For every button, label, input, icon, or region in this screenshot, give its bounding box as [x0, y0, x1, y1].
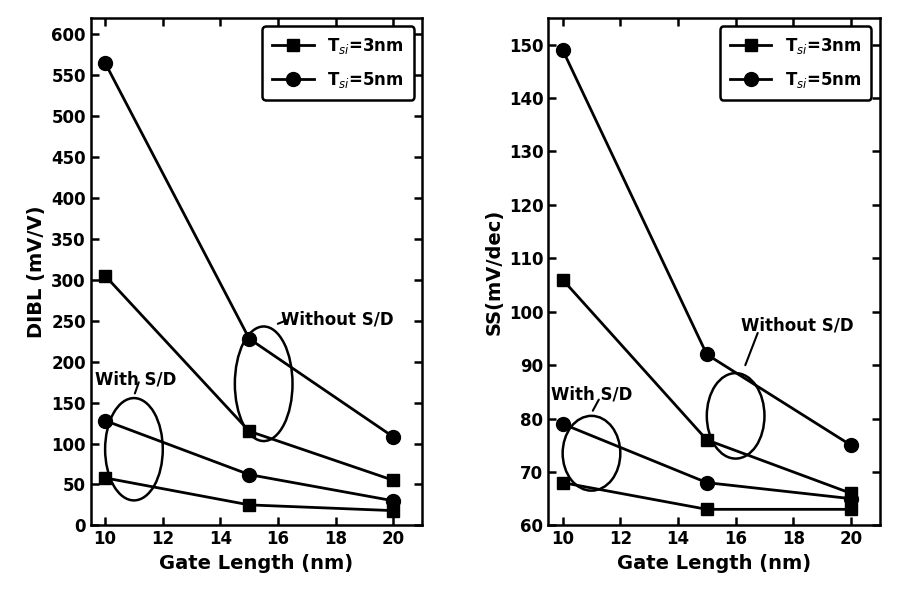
Y-axis label: SS(mV/dec): SS(mV/dec) — [484, 208, 503, 335]
X-axis label: Gate Length (nm): Gate Length (nm) — [160, 554, 354, 573]
Text: Without S/D: Without S/D — [741, 316, 854, 334]
Text: With S/D: With S/D — [551, 386, 632, 404]
Legend: T$_{si}$=3nm, T$_{si}$=5nm: T$_{si}$=3nm, T$_{si}$=5nm — [720, 26, 872, 100]
X-axis label: Gate Length (nm): Gate Length (nm) — [617, 554, 811, 573]
Text: Without S/D: Without S/D — [281, 310, 394, 328]
Y-axis label: DIBL (mV/V): DIBL (mV/V) — [26, 205, 45, 338]
Text: With S/D: With S/D — [95, 371, 176, 389]
Legend: T$_{si}$=3nm, T$_{si}$=5nm: T$_{si}$=3nm, T$_{si}$=5nm — [262, 26, 414, 100]
